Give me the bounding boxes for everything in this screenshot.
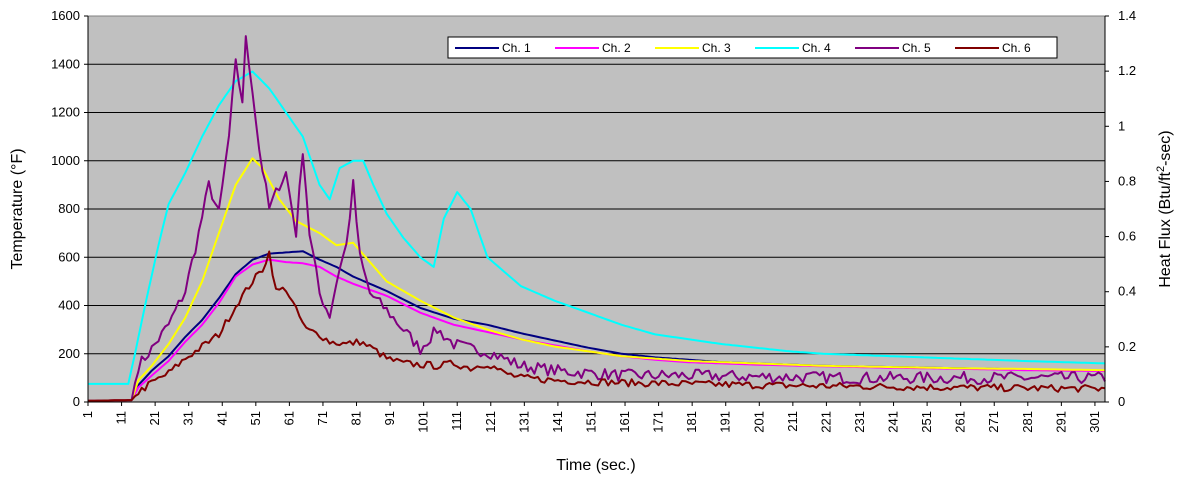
series-lines	[87, 35, 1106, 402]
y-axis-ticks: 0 200 400 600 800 1000 1200 1400 1600	[51, 8, 88, 409]
y2-tick-label: 1	[1118, 118, 1125, 133]
legend-label-5: Ch. 5	[902, 41, 931, 55]
legend: Ch. 1 Ch. 2 Ch. 3 Ch. 4 Ch. 5 Ch. 6	[447, 36, 1058, 59]
y-tick-label: 400	[58, 298, 80, 313]
x-tick-label: 171	[651, 411, 666, 433]
y-tick-label: 1200	[51, 105, 80, 120]
x-tick-label: 21	[147, 411, 162, 425]
x-tick-label: 241	[886, 411, 901, 433]
x-tick-label: 71	[315, 411, 330, 425]
series-line-6	[87, 250, 1106, 402]
y2-tick-label: 0.6	[1118, 229, 1136, 244]
x-tick-label: 101	[416, 411, 431, 433]
x-tick-label: 221	[818, 411, 833, 433]
x-tick-label: 131	[516, 411, 531, 433]
x-tick-label: 1	[80, 411, 95, 418]
y-tick-label: 800	[58, 201, 80, 216]
y-tick-label: 1000	[51, 153, 80, 168]
x-tick-label: 41	[214, 411, 229, 425]
x-tick-label: 291	[1053, 411, 1068, 433]
y2-tick-label: 1.4	[1118, 8, 1136, 23]
y2-axis-ticks: 0 0.2 0.4 0.6 0.8 1 1.2 1.4	[1105, 8, 1136, 409]
series-line-5	[87, 35, 1106, 402]
legend-label-4: Ch. 4	[802, 41, 831, 55]
x-tick-label: 191	[718, 411, 733, 433]
x-tick-label: 211	[785, 411, 800, 432]
x-tick-label: 161	[617, 411, 632, 433]
y2-tick-label: 0	[1118, 394, 1125, 409]
y-tick-label: 1400	[51, 56, 80, 71]
legend-label-2: Ch. 2	[602, 41, 631, 55]
y-tick-label: 0	[73, 394, 80, 409]
legend-label-1: Ch. 1	[502, 41, 531, 55]
x-tick-label: 31	[181, 411, 196, 425]
y2-axis-title: Heat Flux (Btu/ft2-sec)	[1155, 130, 1174, 287]
y2-tick-label: 0.8	[1118, 173, 1136, 188]
x-tick-label: 121	[483, 411, 498, 433]
y2-tick-label: 1.2	[1118, 63, 1136, 78]
y2-tick-label: 0.4	[1118, 284, 1136, 299]
x-tick-label: 141	[550, 411, 565, 433]
x-tick-label: 251	[919, 411, 934, 433]
y-tick-label: 1600	[51, 8, 80, 23]
x-tick-label: 201	[751, 411, 766, 433]
x-tick-label: 61	[281, 411, 296, 425]
y-tick-label: 200	[58, 346, 80, 361]
y-tick-label: 600	[58, 249, 80, 264]
x-tick-label: 51	[248, 411, 263, 425]
y2-tick-label: 0.2	[1118, 339, 1136, 354]
legend-label-3: Ch. 3	[702, 41, 731, 55]
series-line-3	[87, 157, 1106, 402]
x-tick-label: 111	[449, 411, 464, 431]
x-tick-label: 91	[382, 411, 397, 425]
x-tick-label: 151	[583, 411, 598, 433]
x-axis-title: Time (sec.)	[556, 457, 635, 474]
x-axis-ticks: 1 11 21 31 41 51 61 71 81 91 101 111 121 131 141 151 161…	[80, 402, 1102, 433]
x-tick-label: 181	[684, 411, 699, 433]
x-tick-label: 11	[114, 411, 129, 425]
legend-label-6: Ch. 6	[1002, 41, 1031, 55]
legend-box	[447, 36, 1058, 59]
gridlines	[88, 63, 1105, 355]
x-tick-label: 81	[349, 411, 364, 425]
y-axis-title: Temperature (°F)	[9, 148, 26, 269]
series-line-4	[88, 70, 1106, 385]
x-tick-label: 261	[953, 411, 968, 433]
x-tick-label: 271	[986, 411, 1001, 433]
x-tick-label: 231	[852, 411, 867, 433]
x-tick-label: 301	[1087, 411, 1102, 433]
x-tick-label: 281	[1020, 411, 1035, 433]
